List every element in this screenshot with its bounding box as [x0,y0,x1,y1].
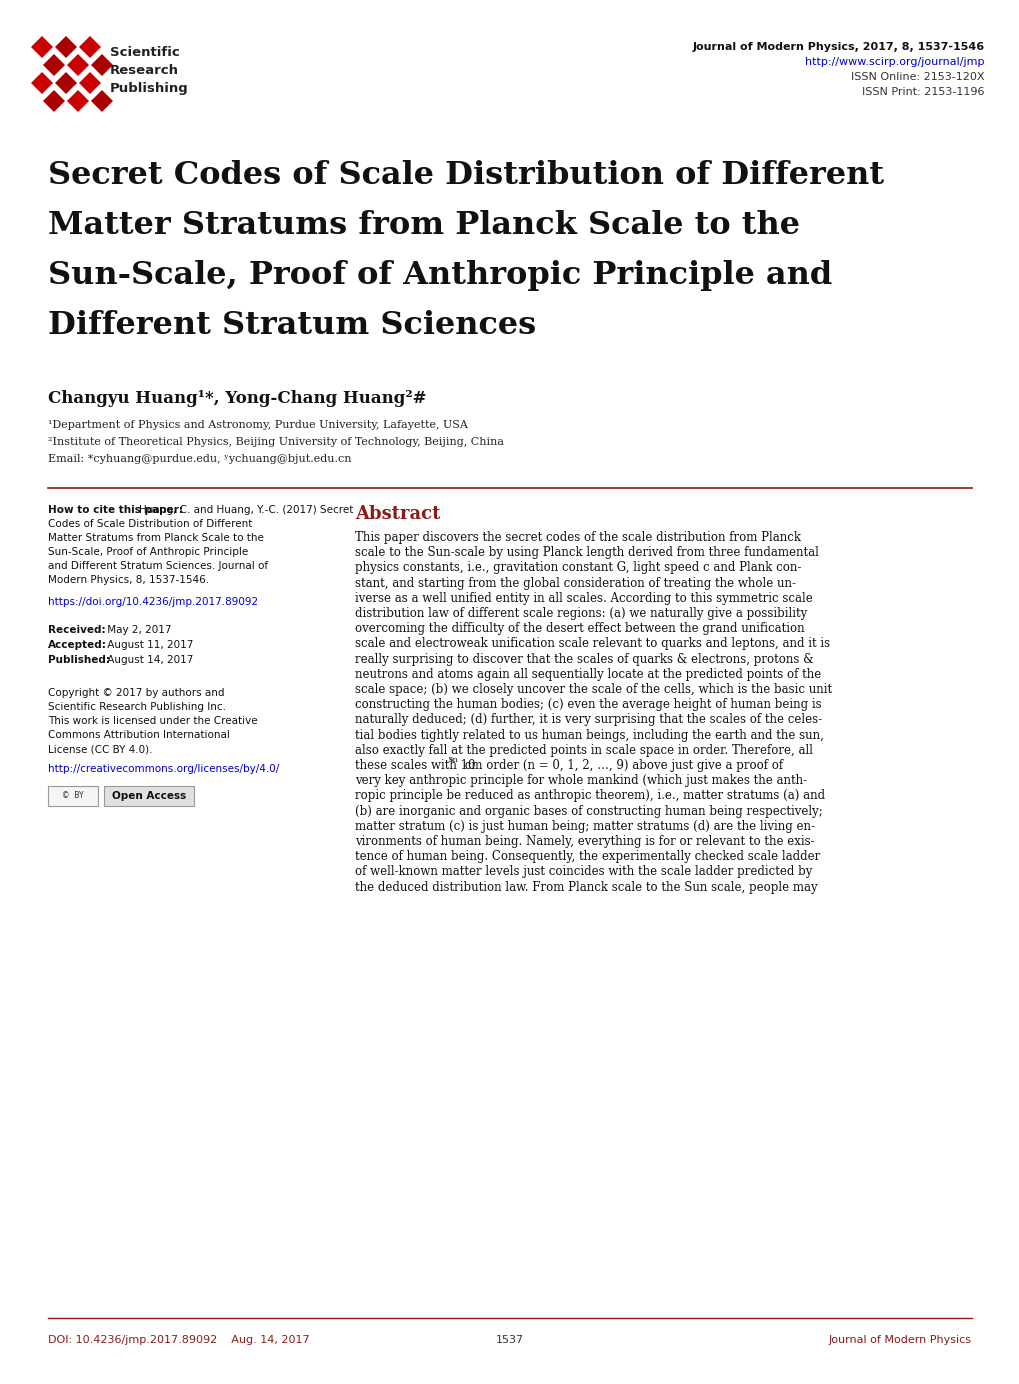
Polygon shape [67,90,89,112]
Text: Journal of Modern Physics: Journal of Modern Physics [828,1336,971,1345]
Text: really surprising to discover that the scales of quarks & electrons, protons &: really surprising to discover that the s… [355,653,813,666]
Text: ¹Department of Physics and Astronomy, Purdue University, Lafayette, USA: ¹Department of Physics and Astronomy, Pu… [48,419,468,430]
Text: Sun-Scale, Proof of Anthropic Principle and: Sun-Scale, Proof of Anthropic Principle … [48,260,832,291]
Text: and Different Stratum Sciences. Journal of: and Different Stratum Sciences. Journal … [48,561,268,572]
Text: Matter Stratums from Planck Scale to the: Matter Stratums from Planck Scale to the [48,533,264,543]
Polygon shape [67,54,89,76]
Text: of well-known matter levels just coincides with the scale ladder predicted by: of well-known matter levels just coincid… [355,865,811,879]
Polygon shape [31,72,53,94]
Text: ISSN Print: 2153-1196: ISSN Print: 2153-1196 [862,87,984,97]
Text: cm order (n = 0, 1, 2, …, 9) above just give a proof of: cm order (n = 0, 1, 2, …, 9) above just … [461,758,783,772]
Text: This paper discovers the secret codes of the scale distribution from Planck: This paper discovers the secret codes of… [355,531,800,544]
Text: vironments of human being. Namely, everything is for or relevant to the exis-: vironments of human being. Namely, every… [355,835,814,848]
Bar [48,786,98,805]
Text: Journal of Modern Physics, 2017, 8, 1537-1546: Journal of Modern Physics, 2017, 8, 1537… [692,42,984,53]
Polygon shape [91,54,113,76]
Text: Different Stratum Sciences: Different Stratum Sciences [48,310,536,340]
Text: How to cite this paper:: How to cite this paper: [48,505,182,515]
Text: Email: *cyhuang@purdue.edu, ʸychuang@bjut.edu.cn: Email: *cyhuang@purdue.edu, ʸychuang@bju… [48,454,352,464]
Text: DOI: 10.4236/jmp.2017.89092    Aug. 14, 2017: DOI: 10.4236/jmp.2017.89092 Aug. 14, 201… [48,1336,310,1345]
Text: matter stratum (c) is just human being; matter stratums (d) are the living en-: matter stratum (c) is just human being; … [355,819,814,833]
Text: (b) are inorganic and organic bases of constructing human being respectively;: (b) are inorganic and organic bases of c… [355,804,822,818]
Text: Matter Stratums from Planck Scale to the: Matter Stratums from Planck Scale to the [48,210,799,241]
Bar [104,786,194,805]
Text: License (CC BY 4.0).: License (CC BY 4.0). [48,745,153,754]
Text: Huang, C. and Huang, Y.-C. (2017) Secret: Huang, C. and Huang, Y.-C. (2017) Secret [139,505,353,515]
Text: 5n: 5n [447,756,458,764]
Polygon shape [31,36,53,58]
Text: naturally deduced; (d) further, it is very surprising that the scales of the cel: naturally deduced; (d) further, it is ve… [355,713,821,727]
Polygon shape [78,36,101,58]
Text: Sun-Scale, Proof of Anthropic Principle: Sun-Scale, Proof of Anthropic Principle [48,547,248,556]
Text: Commons Attribution International: Commons Attribution International [48,729,229,740]
Text: ²Institute of Theoretical Physics, Beijing University of Technology, Beijing, Ch: ²Institute of Theoretical Physics, Beiji… [48,437,503,447]
Polygon shape [55,72,76,94]
Text: http://www.scirp.org/journal/jmp: http://www.scirp.org/journal/jmp [805,57,984,66]
Text: August 11, 2017: August 11, 2017 [104,639,194,650]
Text: also exactly fall at the predicted points in scale space in order. Therefore, al: also exactly fall at the predicted point… [355,743,812,757]
Text: neutrons and atoms again all sequentially locate at the predicted points of the: neutrons and atoms again all sequentiall… [355,668,820,681]
Text: very key anthropic principle for whole mankind (which just makes the anth-: very key anthropic principle for whole m… [355,774,806,787]
Text: ISSN Online: 2153-120X: ISSN Online: 2153-120X [851,72,984,82]
Text: http://creativecommons.org/licenses/by/4.0/: http://creativecommons.org/licenses/by/4… [48,764,279,774]
Text: Accepted:: Accepted: [48,639,107,650]
Text: the deduced distribution law. From Planck scale to the Sun scale, people may: the deduced distribution law. From Planc… [355,880,817,894]
Text: scale and electroweak unification scale relevant to quarks and leptons, and it i: scale and electroweak unification scale … [355,638,829,650]
Text: Secret Codes of Scale Distribution of Different: Secret Codes of Scale Distribution of Di… [48,161,883,191]
Text: 1537: 1537 [495,1336,524,1345]
Text: Received:: Received: [48,626,106,635]
Text: iverse as a well unified entity in all scales. According to this symmetric scale: iverse as a well unified entity in all s… [355,592,812,605]
Polygon shape [55,36,76,58]
Text: Codes of Scale Distribution of Different: Codes of Scale Distribution of Different [48,519,252,529]
Text: ©  BY: © BY [62,792,84,800]
Text: tial bodies tightly related to us human beings, including the earth and the sun,: tial bodies tightly related to us human … [355,728,823,742]
Text: https://doi.org/10.4236/jmp.2017.89092: https://doi.org/10.4236/jmp.2017.89092 [48,597,258,608]
Text: August 14, 2017: August 14, 2017 [104,655,194,664]
Text: Published:: Published: [48,655,110,664]
Text: overcoming the difficulty of the desert effect between the grand unification: overcoming the difficulty of the desert … [355,623,804,635]
Text: Changyu Huang¹*, Yong-Chang Huang²#: Changyu Huang¹*, Yong-Chang Huang²# [48,390,426,407]
Text: distribution law of different scale regions: (a) we naturally give a possibility: distribution law of different scale regi… [355,608,806,620]
Text: Abstract: Abstract [355,505,440,523]
Text: ropic principle be reduced as anthropic theorem), i.e., matter stratums (a) and: ropic principle be reduced as anthropic … [355,789,824,803]
Text: This work is licensed under the Creative: This work is licensed under the Creative [48,716,258,727]
Polygon shape [91,90,113,112]
Text: May 2, 2017: May 2, 2017 [104,626,171,635]
Text: physics constants, i.e., gravitation constant G, light speed c and Plank con-: physics constants, i.e., gravitation con… [355,562,801,574]
Text: Scientific Research Publishing Inc.: Scientific Research Publishing Inc. [48,702,226,711]
Text: scale space; (b) we closely uncover the scale of the cells, which is the basic u: scale space; (b) we closely uncover the … [355,682,832,696]
Text: tence of human being. Consequently, the experimentally checked scale ladder: tence of human being. Consequently, the … [355,850,819,864]
Text: constructing the human bodies; (c) even the average height of human being is: constructing the human bodies; (c) even … [355,698,821,711]
Text: Copyright © 2017 by authors and: Copyright © 2017 by authors and [48,688,224,698]
Text: stant, and starting from the global consideration of treating the whole un-: stant, and starting from the global cons… [355,577,795,590]
Text: Scientific
Research
Publishing: Scientific Research Publishing [110,46,189,95]
Text: Open Access: Open Access [112,792,185,801]
Polygon shape [43,90,65,112]
Polygon shape [43,54,65,76]
Polygon shape [78,72,101,94]
Text: Modern Physics, 8, 1537-1546.: Modern Physics, 8, 1537-1546. [48,574,209,585]
Text: scale to the Sun-scale by using Planck length derived from three fundamental: scale to the Sun-scale by using Planck l… [355,547,818,559]
Text: these scales with 10: these scales with 10 [355,758,475,772]
